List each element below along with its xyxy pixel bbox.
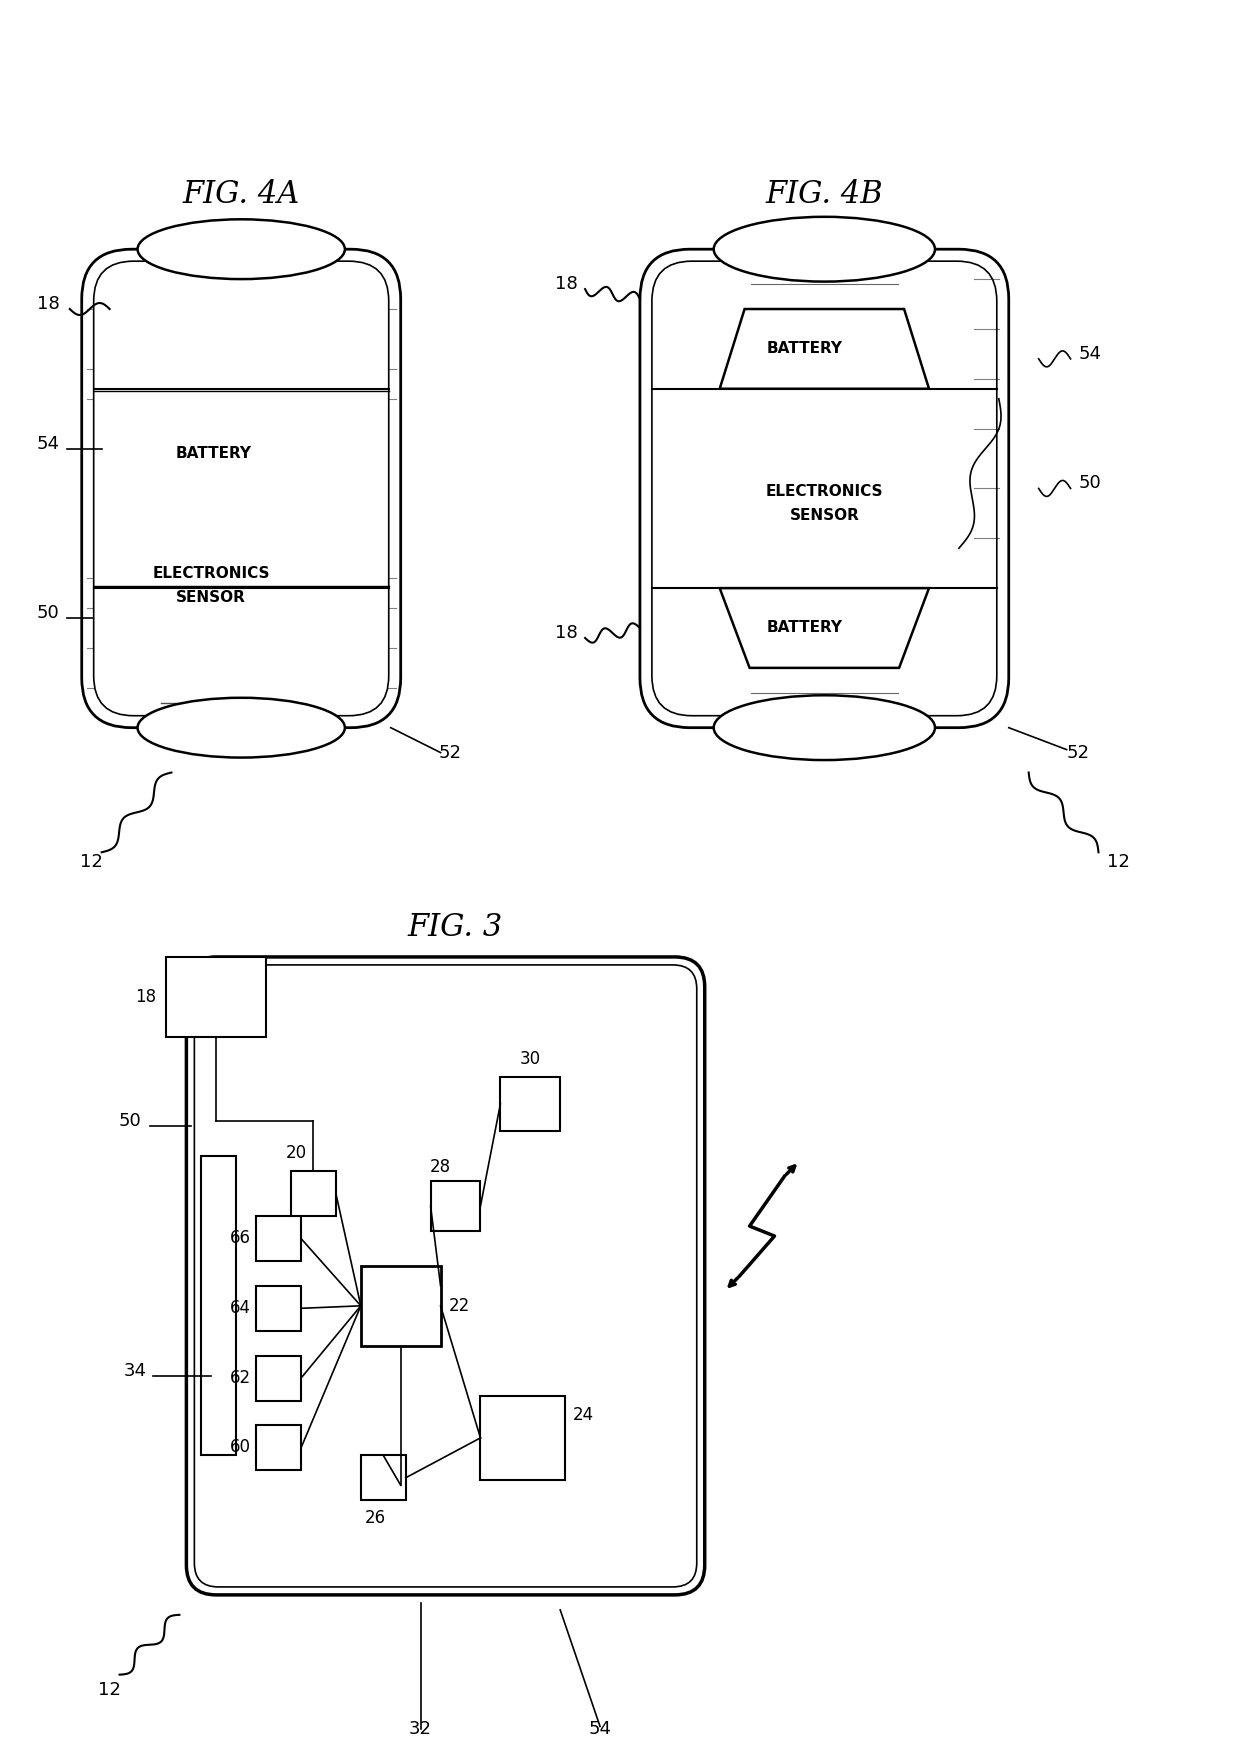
- Text: 20: 20: [285, 1144, 306, 1163]
- Ellipse shape: [138, 697, 345, 758]
- Text: 52: 52: [1068, 744, 1090, 761]
- Text: 50: 50: [1079, 474, 1101, 492]
- Text: 18: 18: [135, 987, 156, 1006]
- Text: ELECTRONICS: ELECTRONICS: [153, 567, 270, 580]
- FancyBboxPatch shape: [257, 1286, 301, 1331]
- Text: BATTERY: BATTERY: [766, 620, 842, 636]
- Text: 60: 60: [231, 1439, 252, 1456]
- Text: 54: 54: [37, 434, 60, 452]
- FancyBboxPatch shape: [82, 249, 401, 728]
- Text: 64: 64: [231, 1298, 252, 1317]
- FancyBboxPatch shape: [195, 965, 697, 1587]
- Text: 22: 22: [449, 1297, 470, 1316]
- Ellipse shape: [714, 217, 935, 282]
- FancyBboxPatch shape: [719, 459, 929, 547]
- Ellipse shape: [138, 219, 345, 280]
- Text: FIG. 4B: FIG. 4B: [765, 179, 883, 210]
- Ellipse shape: [714, 695, 935, 760]
- Text: ELECTRONICS: ELECTRONICS: [765, 483, 883, 499]
- Text: BATTERY: BATTERY: [766, 341, 842, 356]
- FancyBboxPatch shape: [131, 539, 291, 633]
- Text: FIG. 4A: FIG. 4A: [182, 179, 300, 210]
- FancyBboxPatch shape: [361, 1455, 405, 1500]
- Text: 62: 62: [231, 1368, 252, 1387]
- FancyBboxPatch shape: [361, 1265, 440, 1345]
- Text: 12: 12: [98, 1681, 122, 1698]
- Text: FIG. 3: FIG. 3: [408, 911, 503, 942]
- Text: 18: 18: [556, 624, 578, 641]
- FancyBboxPatch shape: [94, 261, 388, 716]
- FancyBboxPatch shape: [257, 1425, 301, 1470]
- Text: 54: 54: [1079, 344, 1101, 363]
- Text: 12: 12: [1107, 853, 1130, 871]
- FancyBboxPatch shape: [291, 1171, 336, 1217]
- FancyBboxPatch shape: [652, 261, 997, 716]
- Text: 18: 18: [37, 295, 60, 313]
- Text: 66: 66: [231, 1229, 252, 1248]
- Text: 32: 32: [409, 1721, 432, 1738]
- Text: BATTERY: BATTERY: [176, 447, 252, 461]
- FancyBboxPatch shape: [257, 1356, 301, 1401]
- Text: 30: 30: [520, 1050, 541, 1067]
- FancyBboxPatch shape: [201, 1156, 237, 1455]
- FancyBboxPatch shape: [501, 1076, 560, 1131]
- FancyBboxPatch shape: [166, 958, 267, 1036]
- Text: 34: 34: [124, 1361, 146, 1380]
- FancyBboxPatch shape: [186, 958, 704, 1595]
- Text: 50: 50: [37, 605, 60, 622]
- FancyBboxPatch shape: [257, 1217, 301, 1262]
- FancyBboxPatch shape: [430, 1182, 480, 1231]
- FancyBboxPatch shape: [136, 414, 291, 494]
- FancyBboxPatch shape: [480, 1396, 565, 1481]
- Text: 18: 18: [556, 275, 578, 294]
- Text: SENSOR: SENSOR: [176, 591, 247, 605]
- Text: 52: 52: [439, 744, 463, 761]
- Text: 12: 12: [81, 853, 103, 871]
- Text: 50: 50: [119, 1112, 141, 1130]
- Text: SENSOR: SENSOR: [790, 507, 859, 523]
- FancyBboxPatch shape: [640, 249, 1009, 728]
- Text: 24: 24: [573, 1406, 594, 1425]
- Text: 26: 26: [366, 1509, 387, 1528]
- Text: 54: 54: [589, 1721, 611, 1738]
- Text: 28: 28: [430, 1158, 451, 1177]
